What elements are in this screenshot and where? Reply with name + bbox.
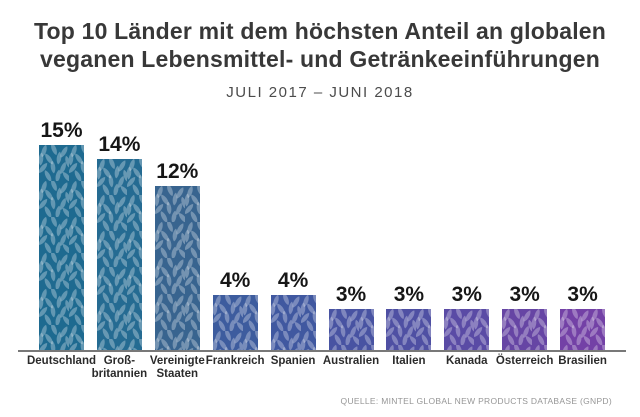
- bar-rect: [444, 309, 490, 350]
- bar-value-label: 3%: [393, 283, 425, 306]
- chart-title-line2: veganen Lebensmittel- und Getränkeeinfüh…: [40, 46, 600, 72]
- bar-spanien: 4%: [264, 268, 322, 350]
- category-label-kanada: Kanada: [446, 355, 488, 367]
- bar-rect: [39, 145, 84, 350]
- category-label-deutschland: Deutschland: [26, 355, 96, 367]
- category-label-brasilien: Brasilien: [558, 355, 607, 367]
- category-label-gro-britannien: Groß-britannien: [91, 355, 148, 380]
- category-label-italien: Italien: [392, 355, 426, 367]
- bar-value-label: 15%: [40, 119, 83, 142]
- bar-rect: [560, 309, 606, 350]
- source-attribution: QUELLE: MINTEL GLOBAL NEW PRODUCTS DATAB…: [340, 396, 612, 406]
- bar-kanada: 3%: [438, 282, 496, 350]
- bar-deutschland: 15%: [33, 118, 91, 350]
- bar-italien: 3%: [380, 282, 438, 350]
- bar-brasilien: 3%: [554, 282, 612, 350]
- bar-rect: [212, 295, 258, 350]
- bar-value-label: 12%: [156, 160, 199, 183]
- x-axis-line: [18, 350, 626, 352]
- bar-value-label: 3%: [335, 283, 367, 306]
- bar-value-label: 4%: [277, 269, 309, 292]
- chart-title: Top 10 Länder mit dem höchsten Anteil an…: [0, 17, 640, 73]
- category-label--sterreich: Österreich: [495, 355, 554, 367]
- chart-subtitle: JULI 2017 – JUNI 2018: [226, 84, 414, 101]
- category-label-australien: Australien: [322, 355, 380, 367]
- category-label-vereinigte-staaten: Vereinigte Staaten: [149, 355, 205, 380]
- bar-value-label: 14%: [98, 133, 141, 156]
- bar-rect: [386, 309, 432, 350]
- chart-title-line1: Top 10 Länder mit dem höchsten Anteil an…: [33, 18, 607, 44]
- bar-rect: [502, 309, 548, 350]
- bar-value-label: 3%: [567, 283, 598, 306]
- bar-rect: [270, 295, 316, 350]
- bar-rect: [328, 309, 374, 350]
- bar-gro-britannien: 14%: [90, 132, 148, 350]
- bar-value-label: 4%: [220, 269, 251, 292]
- bar-australien: 3%: [322, 282, 380, 350]
- bar--sterreich: 3%: [496, 282, 554, 350]
- bar-rect: [154, 186, 200, 350]
- bar-frankreich: 4%: [206, 268, 264, 350]
- category-label-frankreich: Frankreich: [205, 355, 265, 367]
- bar-vereinigte-staaten: 12%: [148, 159, 206, 350]
- bar-value-label: 3%: [509, 283, 540, 306]
- category-label-spanien: Spanien: [270, 355, 316, 367]
- bar-value-label: 3%: [451, 283, 482, 306]
- bar-rect: [96, 159, 142, 350]
